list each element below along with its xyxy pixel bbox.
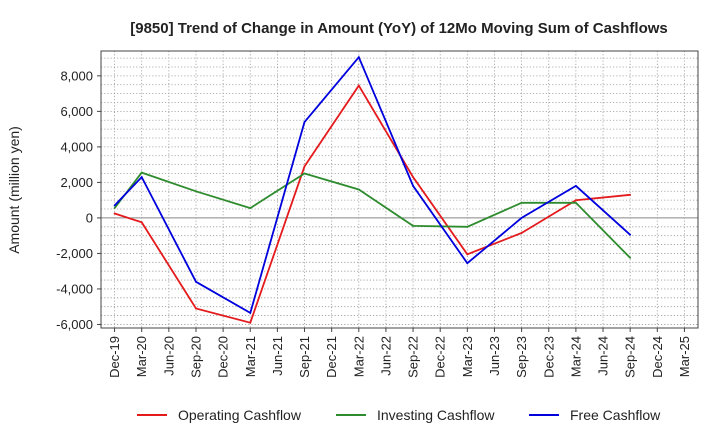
data-point-operating-cashflow — [303, 165, 306, 168]
data-point-free-cashflow — [629, 233, 632, 236]
x-tick-label: Jun-23 — [487, 336, 502, 376]
plot-frame — [100, 50, 699, 329]
legend-label-investing-cashflow: Investing Cashflow — [377, 407, 495, 423]
series-group — [113, 55, 632, 324]
x-tick-label: Sep-21 — [297, 336, 312, 378]
data-point-free-cashflow — [412, 185, 414, 187]
data-point-operating-cashflow — [574, 199, 577, 202]
data-point-investing-cashflow — [520, 201, 523, 204]
data-point-operating-cashflow — [249, 321, 252, 324]
y-tick-label: -2,000 — [56, 246, 93, 261]
plot-area — [101, 51, 698, 328]
data-point-free-cashflow — [195, 280, 197, 283]
x-tick-label: Sep-20 — [188, 336, 203, 378]
data-point-operating-cashflow — [195, 307, 197, 310]
data-point-free-cashflow — [303, 121, 306, 123]
legend: Operating Cashflow Investing Cashflow Free… — [137, 407, 661, 423]
data-point-free-cashflow — [357, 56, 360, 59]
legend-label-operating-cashflow: Operating Cashflow — [178, 407, 302, 423]
chart-title: [9850] Trend of Change in Amount (YoY) o… — [130, 20, 668, 37]
x-tick-label: Mar-22 — [351, 336, 366, 377]
data-point-operating-cashflow — [412, 176, 414, 178]
data-point-investing-cashflow — [140, 171, 143, 174]
x-tick-label: Jun-21 — [270, 336, 285, 376]
data-point-free-cashflow — [574, 185, 577, 187]
x-tick-label: Dec-20 — [216, 336, 231, 378]
x-tick-label: Jun-22 — [378, 336, 393, 376]
y-tick-label: -6,000 — [56, 317, 93, 332]
data-point-investing-cashflow — [629, 256, 632, 259]
data-point-free-cashflow — [113, 204, 116, 207]
x-tick-label: Mar-21 — [243, 336, 258, 377]
grid — [101, 51, 698, 328]
data-point-investing-cashflow — [249, 207, 252, 210]
x-tick-label: Sep-24 — [623, 336, 638, 378]
data-point-investing-cashflow — [466, 225, 469, 228]
y-tick-label: 0 — [86, 210, 93, 225]
x-tick-label: Dec-23 — [541, 336, 556, 378]
data-point-free-cashflow — [249, 312, 252, 314]
data-point-operating-cashflow — [629, 193, 632, 196]
x-tick-label: Dec-22 — [433, 336, 448, 378]
x-tick-label: Dec-19 — [107, 336, 122, 378]
data-point-investing-cashflow — [195, 190, 197, 193]
legend-label-free-cashflow: Free Cashflow — [570, 407, 661, 423]
data-point-operating-cashflow — [140, 221, 143, 224]
data-point-free-cashflow — [466, 262, 469, 265]
x-tick-label: Mar-23 — [460, 336, 475, 377]
x-tick-label: Dec-21 — [324, 336, 339, 378]
data-point-investing-cashflow — [113, 207, 116, 210]
y-tick-label: 6,000 — [60, 104, 93, 119]
data-point-free-cashflow — [140, 176, 143, 178]
data-point-operating-cashflow — [520, 232, 523, 234]
data-point-investing-cashflow — [412, 225, 414, 227]
x-axis: Dec-19 Mar-20 Jun-20 Sep-20 Dec-20 Mar-21 Jun-… — [107, 328, 692, 378]
data-point-operating-cashflow — [113, 212, 116, 215]
y-tick-label: -4,000 — [56, 281, 93, 296]
y-tick-label: 4,000 — [60, 139, 93, 154]
y-tick-label: 2,000 — [60, 175, 93, 190]
x-tick-label: Jun-20 — [161, 336, 176, 376]
x-tick-label: Mar-25 — [677, 336, 692, 377]
data-point-investing-cashflow — [574, 201, 577, 204]
x-tick-label: Sep-23 — [514, 336, 529, 378]
y-axis-label: Amount (million yen) — [6, 126, 22, 254]
data-point-investing-cashflow — [357, 188, 360, 191]
x-tick-label: Sep-22 — [406, 336, 421, 378]
x-tick-label: Mar-24 — [568, 336, 583, 377]
x-tick-label: Dec-24 — [650, 336, 665, 378]
data-point-operating-cashflow — [466, 253, 469, 256]
data-point-operating-cashflow — [357, 84, 360, 87]
y-tick-label: 8,000 — [60, 68, 93, 83]
data-point-investing-cashflow — [303, 172, 306, 175]
data-point-free-cashflow — [520, 217, 523, 219]
x-tick-label: Jun-24 — [596, 336, 611, 376]
y-axis: -6,000 -4,000 -2,000 0 2,000 4,000 6,000 8,000 — [56, 68, 101, 332]
x-tick-label: Mar-20 — [134, 336, 149, 377]
